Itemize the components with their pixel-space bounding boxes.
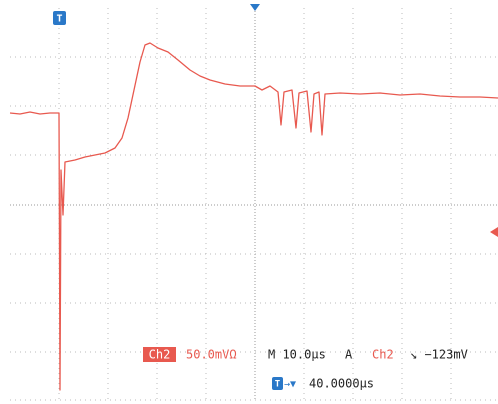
trigger-icon (272, 377, 283, 390)
trigger-source: Ch2 (372, 348, 394, 362)
graticule (10, 8, 498, 401)
timebase: M 10.0µs (268, 348, 326, 362)
trigger-offset-arrow: →▼ (284, 379, 296, 390)
trigger-position-marker (250, 4, 260, 11)
scale: 50.0mVΩ (186, 348, 237, 362)
trigger-level-marker (490, 227, 498, 237)
top-marker: T (53, 11, 66, 25)
waveform (9, 42, 498, 391)
channel-badge (143, 347, 176, 362)
trigger-icon-label: T (275, 380, 281, 390)
top-marker-label: T (56, 14, 62, 25)
channel-badge-label: Ch2 (149, 348, 171, 362)
trigger-offset: 40.0000µs (309, 377, 374, 391)
trigger-mode: A (345, 348, 353, 362)
trigger-level: ↘ −123mV (410, 348, 468, 362)
